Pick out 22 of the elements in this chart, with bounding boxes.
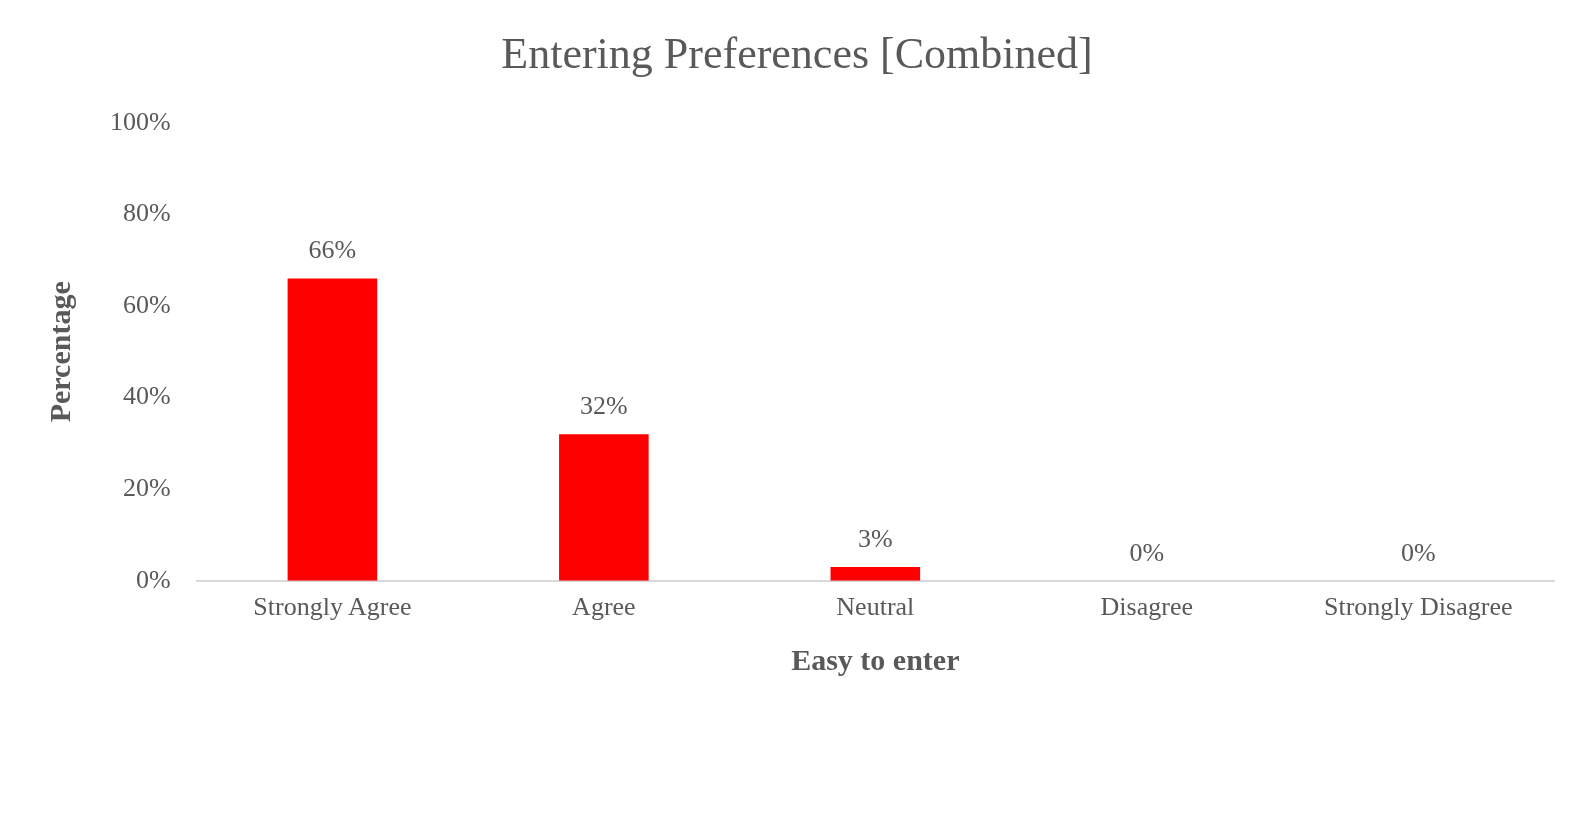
y-tick-label: 40% <box>122 381 171 411</box>
x-tick-label: Agree <box>572 592 636 622</box>
y-axis-title: Percentage <box>42 281 76 423</box>
data-label: 0% <box>1129 537 1165 567</box>
x-tick-label: Disagree <box>1100 592 1193 622</box>
x-tick-label: Strongly Disagree <box>1324 592 1513 622</box>
data-label: 66% <box>308 235 357 265</box>
y-tick-label: 0% <box>135 564 171 594</box>
data-label: 32% <box>580 391 628 421</box>
x-axis-title: Easy to enter <box>791 642 960 676</box>
x-tick-label: Neutral <box>836 592 915 622</box>
y-tick-label: 100% <box>109 106 171 136</box>
data-label: 3% <box>857 523 893 553</box>
y-tick-label: 60% <box>122 289 171 319</box>
bar <box>830 567 921 581</box>
y-tick-label: 20% <box>122 473 171 503</box>
chart-title: Entering Preferences [Combined] <box>501 28 1093 78</box>
bar <box>559 434 649 581</box>
y-tick-label: 80% <box>122 198 171 228</box>
data-label: 0% <box>1400 537 1436 567</box>
x-tick-label: Strongly Agree <box>253 592 412 622</box>
bar <box>287 278 378 581</box>
